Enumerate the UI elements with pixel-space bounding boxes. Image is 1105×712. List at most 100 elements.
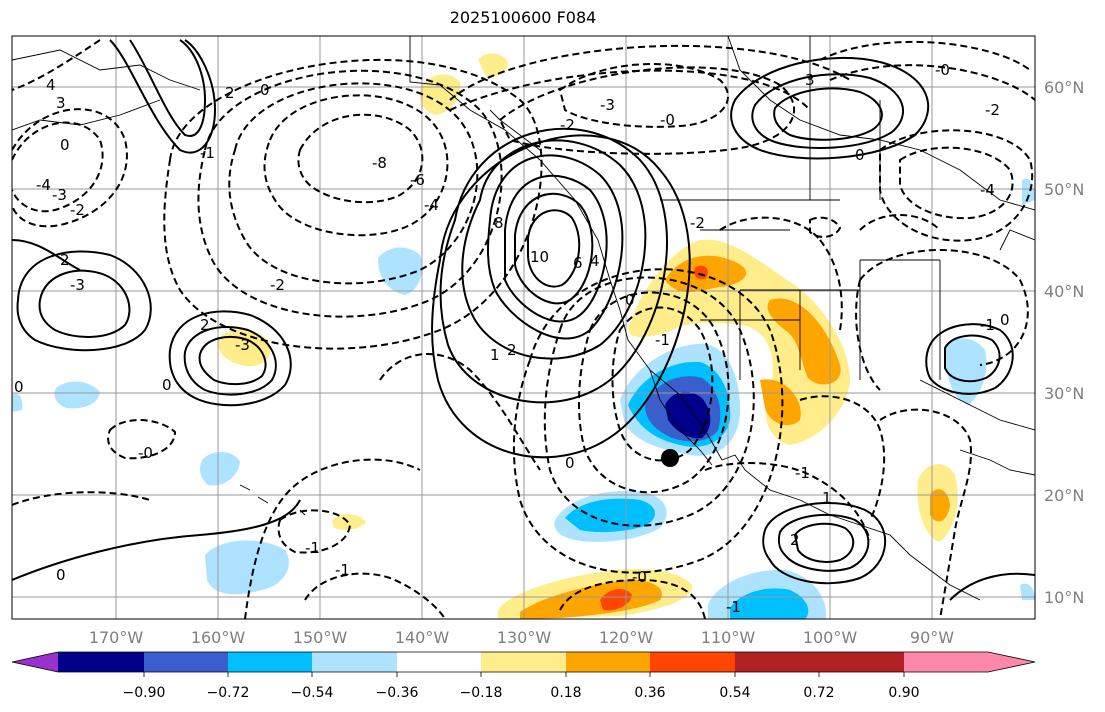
contour-label: -4 (36, 176, 51, 194)
colorbar-segment (819, 652, 904, 672)
colorbar-segment (397, 652, 481, 672)
colorbar-extend-high (904, 652, 1035, 672)
contour-label: -3 (235, 336, 250, 354)
colorbar-tick-label: 0.54 (719, 685, 750, 701)
positive-anomaly-core (760, 379, 801, 426)
contour-label: -3 (52, 186, 67, 204)
colorbar-tick-label: 0.90 (888, 685, 919, 701)
contour-label: -1 (980, 316, 995, 334)
lon-label: 110°W (701, 628, 756, 647)
negative-anomaly-area (205, 540, 289, 595)
map-title: 2025100600 F084 (449, 8, 597, 27)
colorbar-segment (735, 652, 819, 672)
negative-anomaly-area (1020, 583, 1035, 600)
lat-label: 30°N (1044, 384, 1084, 403)
contour-label: -1 (200, 144, 215, 162)
contour-label: 0 (260, 81, 270, 99)
contour-label: -1 (726, 598, 741, 616)
lat-label: 40°N (1044, 282, 1084, 301)
contour-label: -2 (70, 201, 85, 219)
contour-label: -3 (600, 96, 615, 114)
lat-label: 10°N (1044, 588, 1084, 607)
lon-label: 100°W (803, 628, 858, 647)
contour-label: -4 (424, 196, 439, 214)
negative-anomaly-area (54, 381, 100, 409)
contour-label: -6 (410, 171, 425, 189)
contour-label: -1 (305, 539, 320, 557)
lon-label: 130°W (497, 628, 552, 647)
contour-label: 1 (490, 346, 500, 364)
contour-label: -1 (655, 331, 670, 349)
negative-anomaly-area (944, 338, 987, 405)
negative-anomaly-area (12, 393, 23, 412)
positive-anomaly-area (217, 329, 271, 367)
colorbar-tick-label: 0.18 (550, 685, 581, 701)
contour-label: 1 (822, 489, 832, 507)
colorbar-tick-labels: −0.90 −0.72 −0.54 −0.36 −0.18 0.18 0.36 … (123, 685, 920, 701)
contour-label: -3 (70, 276, 85, 294)
colorbar-tick-label: −0.36 (376, 685, 419, 701)
contour-label: -2 (560, 116, 575, 134)
colorbar-tick-label: −0.18 (460, 685, 503, 701)
lon-label: 170°W (89, 628, 144, 647)
colorbar-segment (312, 652, 397, 672)
lat-label: 60°N (1044, 78, 1084, 97)
latitude-labels: 60°N 50°N 40°N 30°N 20°N 10°N (1044, 78, 1084, 607)
contour-label-group: 4 3 2 0 -3 -4 -2 -1 0 -3 2 0 -3 -8 -6 -4… (14, 61, 1010, 616)
positive-anomaly-peak (600, 588, 632, 611)
contour-label: -0 (632, 568, 647, 586)
contour-label: -8 (372, 154, 387, 172)
longitude-labels: 170°W 160°W 150°W 140°W 130°W 120°W 110°… (89, 628, 954, 647)
colorbar-tick-label: −0.72 (207, 685, 250, 701)
contour-label: 0 (14, 378, 24, 396)
lon-label: 140°W (395, 628, 450, 647)
contours-positive (12, 39, 1035, 601)
colorbar-tick-label: 0.36 (634, 685, 665, 701)
lon-label: 90°W (910, 628, 954, 647)
contour-label: 4 (46, 76, 56, 94)
contour-label: 0 (56, 566, 66, 584)
negative-anomaly-area (200, 451, 240, 486)
contour-label: 0 (625, 291, 635, 309)
contour-label: 0 (162, 376, 172, 394)
contour-label: 0 (60, 136, 70, 154)
contour-label: 3 (56, 94, 66, 112)
contour-label: -2 (270, 276, 285, 294)
map-border (11, 35, 1036, 620)
colorbar-tick-label: 0.72 (803, 685, 834, 701)
positive-anomaly-core (930, 489, 950, 522)
contour-label: 0 (565, 454, 575, 472)
colorbar-extend-low (12, 652, 58, 672)
contour-label: 3 (805, 71, 815, 89)
colorbar-tick-label: −0.90 (123, 685, 166, 701)
colorbar-segment (650, 652, 735, 672)
colorbar-segment (481, 652, 566, 672)
colorbar-segment (566, 652, 650, 672)
contour-label: 6 (573, 254, 583, 272)
contour-label: -1 (335, 561, 350, 579)
contour-label: 2 (60, 251, 70, 269)
contour-label: -4 (980, 181, 995, 199)
contour-label: 4 (590, 252, 600, 270)
contour-label: -0 (660, 111, 675, 129)
colorbar-segment (144, 652, 228, 672)
contour-label: 2 (790, 531, 800, 549)
lon-label: 150°W (293, 628, 348, 647)
contour-label: -1 (795, 464, 810, 482)
contour-label: 2 (225, 84, 235, 102)
positive-anomaly-area (419, 74, 461, 115)
positive-anomaly-area (478, 53, 508, 77)
contour-label: 2 (200, 316, 210, 334)
contour-label: 10 (530, 248, 549, 266)
lat-label: 20°N (1044, 486, 1084, 505)
colorbar (11, 651, 1036, 677)
contour-label: -0 (935, 61, 950, 79)
contour-label: 0 (855, 146, 865, 164)
contour-label: -2 (985, 101, 1000, 119)
lat-label: 50°N (1044, 180, 1084, 199)
negative-anomaly-core (565, 498, 656, 533)
negative-anomaly-peak (665, 391, 711, 439)
contour-label: 2 (507, 341, 517, 359)
contour-label: -0 (138, 444, 153, 462)
